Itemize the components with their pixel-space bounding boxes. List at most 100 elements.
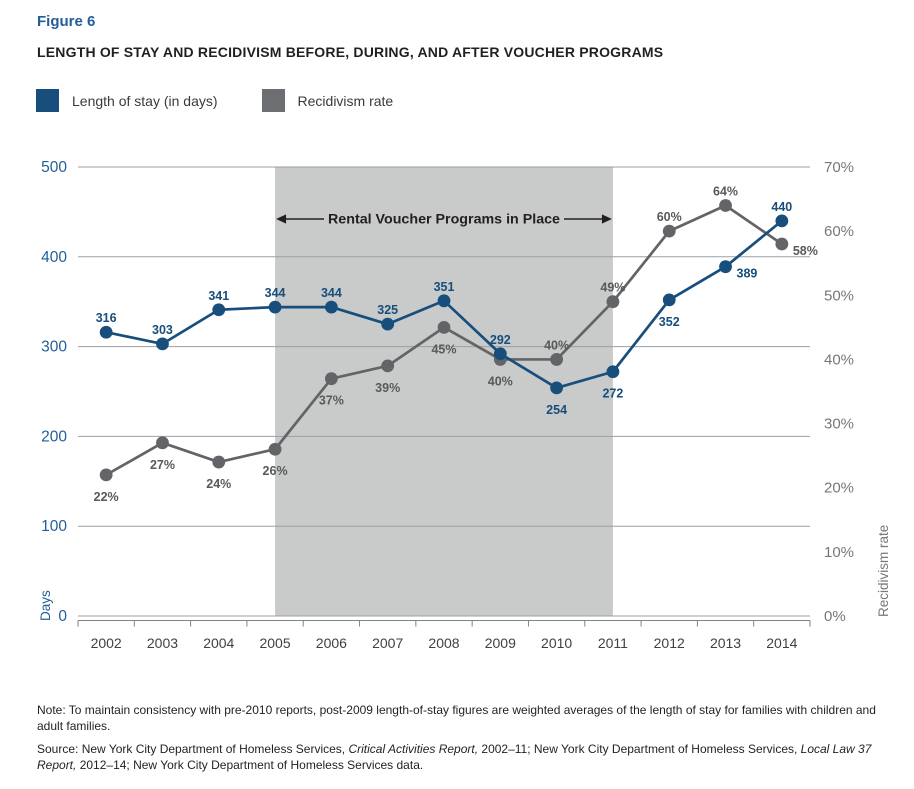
legend: Length of stay (in days) Recidivism rate [36,89,393,112]
left-axis-tick-label: 400 [41,249,67,266]
source-segment: Source: New York City Department of Home… [37,742,349,756]
data-point-length-of-stay-2003 [156,337,169,351]
figure-label: Figure 6 [37,13,96,30]
legend-item-recidivism-rate: Recidivism rate [261,89,394,112]
data-label: 40% [544,338,569,352]
data-label: 40% [488,374,513,388]
data-label: 272 [602,387,623,401]
source-report-title: Local Law 37 Report, [37,742,872,772]
data-point-recidivism-2003 [156,436,169,450]
annotation-label: Rental Voucher Programs in Place [328,212,561,227]
arrowhead-right-icon [601,214,612,224]
figure-title: LENGTH OF STAY AND RECIDIVISM BEFORE, DU… [37,44,664,60]
data-label: 58% [793,244,818,258]
data-point-recidivism-2014 [775,237,789,251]
left-axis-tick-label: 500 [41,159,67,176]
x-axis-year-label: 2010 [541,635,572,651]
data-label: 389 [737,267,758,281]
data-label: 27% [150,458,175,472]
right-axis-tick-label: 10% [824,544,854,561]
legend-item-length-of-stay: Length of stay (in days) [36,89,218,112]
data-label: 316 [96,311,117,325]
x-axis-year-label: 2004 [203,635,234,651]
left-axis-title: Days [38,590,53,621]
data-point-recidivism-2002 [99,468,113,482]
right-axis-tick-label: 20% [824,480,854,497]
data-point-length-of-stay-2010 [550,381,564,395]
data-label: 292 [490,333,511,347]
data-point-length-of-stay-2007 [381,317,395,331]
left-axis-tick-label: 200 [41,428,67,445]
x-axis-year-label: 2002 [91,635,122,651]
x-axis-year-label: 2005 [259,635,290,651]
data-label: 341 [208,289,229,303]
data-point-recidivism-2011 [606,295,620,309]
x-axis-year-label: 2013 [710,635,741,651]
data-label: 325 [377,303,398,317]
data-point-length-of-stay-2006 [324,300,338,314]
right-axis-tick-label: 0% [824,608,846,625]
voucher-period-shade [275,167,613,616]
arrowhead-left-icon [276,214,287,224]
data-label: 39% [375,381,400,395]
data-point-length-of-stay-2002 [99,325,113,339]
data-label: 351 [434,280,455,294]
right-axis-title: Recidivism rate [876,525,891,617]
data-label: 24% [206,477,231,491]
left-axis-tick-label: 300 [41,339,67,356]
data-label: 26% [263,464,288,478]
right-axis-tick-label: 60% [824,223,854,240]
legend-label-length-of-stay: Length of stay (in days) [72,92,218,109]
source-report-title: Critical Activities Report, [348,742,479,756]
data-point-recidivism-2005 [268,442,282,456]
data-point-length-of-stay-2013 [719,260,732,274]
data-point-length-of-stay-2005 [268,300,282,314]
dual-axis-line-chart: Rental Voucher Programs in Place 22% 27% 24… [38,159,891,651]
note-text: Note: To maintain consistency with pre-2… [37,703,876,733]
right-axis-tick-label: 40% [824,351,854,368]
x-axis-year-label: 2006 [316,635,347,651]
data-point-recidivism-2007 [381,359,395,373]
data-point-length-of-stay-2011 [606,365,620,379]
data-point-length-of-stay-2012 [662,293,676,307]
x-axis-year-label: 2011 [598,635,628,651]
data-label: 344 [265,286,286,300]
left-axis-tick-label: 100 [41,518,67,535]
data-point-recidivism-2013 [719,199,732,212]
data-label: 45% [431,342,456,356]
data-label: 37% [319,394,344,408]
legend-label-recidivism-rate: Recidivism rate [297,92,394,109]
x-axis-year-label: 2014 [766,635,797,651]
data-point-recidivism-2012 [662,224,676,238]
data-point-length-of-stay-2009 [493,347,507,361]
legend-swatch-recidivism-rate [261,89,285,112]
right-axis-tick-label: 70% [824,159,854,176]
source-segment: 2002–11; New York City Department of Hom… [478,742,801,756]
data-label: 60% [657,210,682,224]
data-point-recidivism-2004 [212,455,226,469]
source-segment: 2012–14; New York City Department of Hom… [76,757,424,772]
right-axis-tick-label: 50% [824,287,854,304]
data-point-length-of-stay-2008 [437,294,451,308]
x-axis-year-label: 2008 [428,635,459,651]
x-axis-year-label: 2009 [485,635,516,651]
data-point-recidivism-2006 [324,372,338,386]
data-label: 440 [771,200,792,214]
data-label: 344 [321,286,342,300]
data-point-recidivism-2008 [437,320,451,334]
x-axis-year-label: 2012 [654,635,685,651]
x-axis-year-label: 2007 [372,635,403,651]
data-label: 22% [94,490,119,504]
x-axis-year-label: 2003 [147,635,178,651]
data-point-recidivism-2010 [550,353,564,366]
left-axis-tick-label: 0 [58,608,67,625]
data-point-length-of-stay-2004 [212,303,226,317]
data-label: 64% [713,184,738,198]
data-label: 49% [600,281,625,295]
right-axis-tick-label: 30% [824,416,854,433]
data-label: 303 [152,323,173,337]
source-text: Source: New York City Department of Home… [37,742,883,773]
legend-swatch-length-of-stay [36,89,59,112]
data-label: 352 [659,315,680,329]
